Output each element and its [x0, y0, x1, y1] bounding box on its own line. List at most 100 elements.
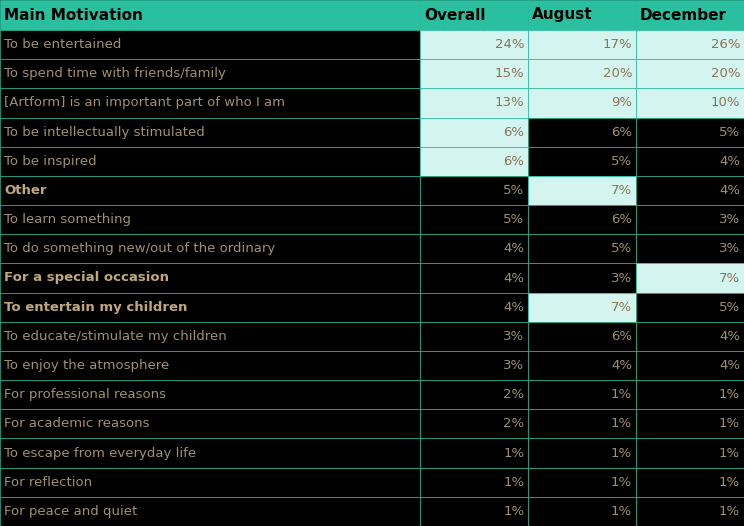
Bar: [420, 292, 528, 322]
Bar: [528, 351, 636, 380]
Text: 1%: 1%: [719, 418, 740, 430]
Text: 4%: 4%: [719, 330, 740, 343]
Bar: [636, 322, 744, 351]
Bar: [0, 322, 420, 351]
Bar: [0, 380, 420, 409]
Bar: [528, 468, 636, 497]
Bar: [420, 30, 528, 59]
Bar: [420, 264, 528, 292]
Bar: [528, 234, 636, 264]
Bar: [636, 497, 744, 526]
Bar: [420, 0, 528, 30]
Text: 3%: 3%: [719, 213, 740, 226]
Bar: [420, 409, 528, 439]
Bar: [420, 88, 528, 117]
Text: 4%: 4%: [503, 301, 525, 313]
Bar: [528, 497, 636, 526]
Text: Other: Other: [4, 184, 46, 197]
Bar: [420, 351, 528, 380]
Bar: [636, 351, 744, 380]
Bar: [636, 468, 744, 497]
Text: 20%: 20%: [603, 67, 632, 80]
Bar: [0, 176, 420, 205]
Text: To spend time with friends/family: To spend time with friends/family: [4, 67, 226, 80]
Bar: [0, 468, 420, 497]
Text: For professional reasons: For professional reasons: [4, 388, 166, 401]
Bar: [528, 176, 636, 205]
Bar: [528, 292, 636, 322]
Bar: [420, 322, 528, 351]
Text: 5%: 5%: [719, 126, 740, 139]
Text: To enjoy the atmosphere: To enjoy the atmosphere: [4, 359, 169, 372]
Bar: [420, 59, 528, 88]
Text: 2%: 2%: [503, 388, 525, 401]
Bar: [528, 59, 636, 88]
Text: Main Motivation: Main Motivation: [4, 7, 143, 23]
Text: 4%: 4%: [611, 359, 632, 372]
Text: 3%: 3%: [503, 359, 525, 372]
Bar: [0, 147, 420, 176]
Bar: [0, 234, 420, 264]
Bar: [528, 322, 636, 351]
Bar: [636, 264, 744, 292]
Text: 6%: 6%: [503, 155, 525, 168]
Bar: [0, 205, 420, 234]
Bar: [0, 0, 420, 30]
Text: 10%: 10%: [711, 96, 740, 109]
Text: Overall: Overall: [424, 7, 486, 23]
Text: 1%: 1%: [611, 505, 632, 518]
Bar: [528, 205, 636, 234]
Text: To be intellectually stimulated: To be intellectually stimulated: [4, 126, 205, 139]
Text: 5%: 5%: [503, 213, 525, 226]
Text: 4%: 4%: [503, 242, 525, 255]
Text: 9%: 9%: [611, 96, 632, 109]
Text: 13%: 13%: [495, 96, 525, 109]
Text: August: August: [532, 7, 593, 23]
Text: 4%: 4%: [719, 155, 740, 168]
Text: 6%: 6%: [611, 330, 632, 343]
Bar: [0, 117, 420, 147]
Text: 6%: 6%: [611, 126, 632, 139]
Bar: [420, 147, 528, 176]
Bar: [0, 30, 420, 59]
Bar: [528, 439, 636, 468]
Text: 1%: 1%: [719, 447, 740, 460]
Text: For peace and quiet: For peace and quiet: [4, 505, 137, 518]
Text: 1%: 1%: [611, 476, 632, 489]
Bar: [636, 30, 744, 59]
Bar: [420, 497, 528, 526]
Bar: [0, 264, 420, 292]
Text: 4%: 4%: [503, 271, 525, 285]
Bar: [0, 88, 420, 117]
Text: 7%: 7%: [611, 301, 632, 313]
Bar: [0, 292, 420, 322]
Text: 20%: 20%: [711, 67, 740, 80]
Bar: [420, 176, 528, 205]
Bar: [636, 88, 744, 117]
Bar: [420, 117, 528, 147]
Text: 1%: 1%: [503, 447, 525, 460]
Text: To educate/stimulate my children: To educate/stimulate my children: [4, 330, 227, 343]
Bar: [636, 59, 744, 88]
Bar: [636, 0, 744, 30]
Text: 17%: 17%: [603, 38, 632, 51]
Text: 1%: 1%: [719, 388, 740, 401]
Text: 1%: 1%: [611, 447, 632, 460]
Text: 1%: 1%: [719, 476, 740, 489]
Bar: [528, 264, 636, 292]
Text: 3%: 3%: [611, 271, 632, 285]
Text: December: December: [640, 7, 727, 23]
Text: 4%: 4%: [719, 184, 740, 197]
Bar: [528, 380, 636, 409]
Bar: [528, 30, 636, 59]
Bar: [420, 439, 528, 468]
Text: 1%: 1%: [611, 388, 632, 401]
Text: To do something new/out of the ordinary: To do something new/out of the ordinary: [4, 242, 275, 255]
Bar: [0, 351, 420, 380]
Text: 7%: 7%: [719, 271, 740, 285]
Bar: [636, 292, 744, 322]
Text: 1%: 1%: [719, 505, 740, 518]
Bar: [636, 439, 744, 468]
Bar: [0, 497, 420, 526]
Bar: [636, 234, 744, 264]
